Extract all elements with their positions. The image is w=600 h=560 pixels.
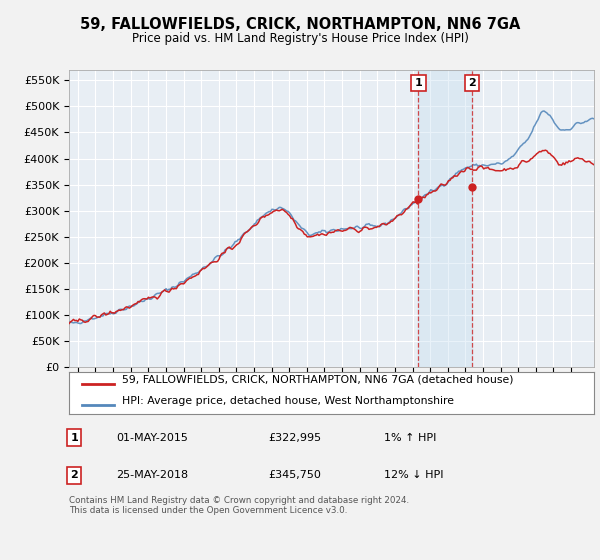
Text: Price paid vs. HM Land Registry's House Price Index (HPI): Price paid vs. HM Land Registry's House … [131, 32, 469, 45]
Text: £322,995: £322,995 [269, 432, 322, 442]
Text: 59, FALLOWFIELDS, CRICK, NORTHAMPTON, NN6 7GA (detached house): 59, FALLOWFIELDS, CRICK, NORTHAMPTON, NN… [121, 375, 513, 385]
Text: 1: 1 [70, 432, 78, 442]
Text: 01-MAY-2015: 01-MAY-2015 [116, 432, 188, 442]
Text: 2: 2 [70, 470, 78, 480]
Text: 1: 1 [415, 78, 422, 88]
Text: 25-MAY-2018: 25-MAY-2018 [116, 470, 188, 480]
Text: 1% ↑ HPI: 1% ↑ HPI [384, 432, 436, 442]
Text: 12% ↓ HPI: 12% ↓ HPI [384, 470, 443, 480]
Text: £345,750: £345,750 [269, 470, 322, 480]
Text: Contains HM Land Registry data © Crown copyright and database right 2024.
This d: Contains HM Land Registry data © Crown c… [69, 496, 409, 515]
Text: 59, FALLOWFIELDS, CRICK, NORTHAMPTON, NN6 7GA: 59, FALLOWFIELDS, CRICK, NORTHAMPTON, NN… [80, 17, 520, 32]
Text: HPI: Average price, detached house, West Northamptonshire: HPI: Average price, detached house, West… [121, 396, 454, 406]
Bar [418, 70, 472, 367]
Text: 2: 2 [468, 78, 476, 88]
